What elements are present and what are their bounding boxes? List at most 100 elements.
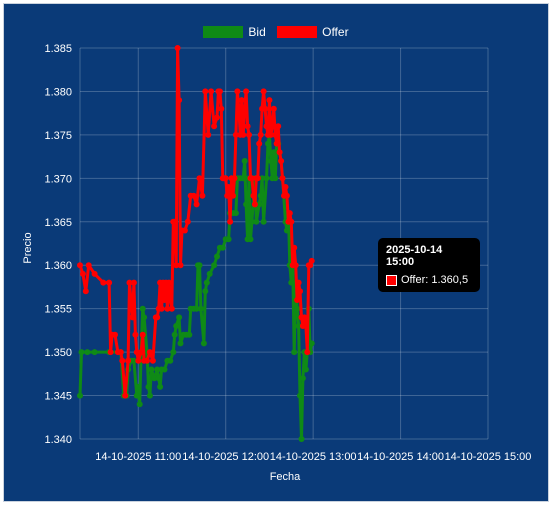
data-point-offer[interactable] [128, 297, 134, 303]
data-point-bid[interactable] [302, 366, 309, 373]
data-point-offer[interactable] [85, 262, 92, 269]
data-point-bid[interactable] [241, 158, 248, 164]
data-point-offer[interactable] [231, 175, 238, 182]
data-point-offer[interactable] [250, 192, 257, 199]
data-point-bid[interactable] [170, 349, 177, 356]
data-point-bid[interactable] [259, 175, 266, 182]
data-point-offer[interactable] [176, 97, 183, 104]
data-point-bid[interactable] [253, 218, 260, 225]
data-point-bid[interactable] [225, 236, 232, 243]
data-point-bid[interactable] [299, 375, 306, 382]
data-point-bid[interactable] [297, 392, 303, 399]
data-point-bid[interactable] [232, 210, 239, 217]
data-point-bid[interactable] [211, 262, 218, 269]
data-point-offer[interactable] [100, 279, 107, 286]
data-point-offer[interactable] [167, 297, 174, 303]
data-point-offer[interactable] [135, 357, 142, 364]
data-point-offer[interactable] [132, 331, 139, 338]
data-point-bid[interactable] [247, 236, 254, 243]
data-point-bid[interactable] [136, 401, 143, 408]
data-point-offer[interactable] [214, 114, 220, 121]
data-point-bid[interactable] [146, 392, 153, 399]
data-point-offer[interactable] [263, 123, 270, 130]
data-point-offer[interactable] [91, 270, 98, 277]
data-point-offer[interactable] [227, 218, 234, 225]
data-point-bid[interactable] [272, 175, 279, 182]
data-point-offer[interactable] [254, 175, 261, 182]
legend-item-bid[interactable]: Bid [203, 25, 266, 39]
data-point-offer[interactable] [225, 184, 232, 190]
data-point-offer[interactable] [257, 131, 264, 138]
data-point-offer[interactable] [283, 192, 290, 199]
data-point-bid[interactable] [206, 270, 213, 277]
data-point-offer[interactable] [260, 88, 267, 95]
data-point-bid[interactable] [294, 305, 301, 312]
data-point-bid[interactable] [176, 314, 183, 321]
data-point-offer[interactable] [308, 257, 315, 264]
data-point-bid[interactable] [167, 357, 174, 364]
data-point-bid[interactable] [155, 375, 162, 382]
data-point-offer[interactable] [211, 123, 218, 130]
data-point-bid[interactable] [240, 175, 247, 182]
data-point-offer[interactable] [158, 305, 165, 312]
data-point-offer[interactable] [196, 175, 203, 182]
data-point-bid[interactable] [157, 383, 164, 390]
data-point-bid[interactable] [135, 383, 142, 390]
data-point-offer[interactable] [304, 349, 311, 356]
data-point-bid[interactable] [295, 323, 302, 329]
data-point-offer[interactable] [129, 314, 136, 321]
data-point-offer[interactable] [267, 131, 274, 138]
data-point-offer[interactable] [270, 105, 277, 112]
data-point-offer[interactable] [190, 192, 197, 199]
data-point-bid[interactable] [308, 340, 315, 347]
data-point-offer[interactable] [161, 297, 168, 303]
data-point-offer[interactable] [164, 305, 171, 312]
data-point-offer[interactable] [251, 201, 258, 208]
data-point-bid[interactable] [84, 349, 91, 356]
data-point-bid[interactable] [219, 244, 226, 251]
data-point-offer[interactable] [301, 314, 308, 321]
data-point-offer[interactable] [174, 45, 181, 51]
data-point-offer[interactable] [279, 175, 286, 182]
data-point-bid[interactable] [257, 192, 264, 199]
data-point-offer[interactable] [77, 262, 83, 269]
data-point-offer[interactable] [149, 357, 156, 364]
data-point-bid[interactable] [288, 279, 295, 286]
data-point-offer[interactable] [269, 123, 276, 130]
data-point-offer[interactable] [240, 131, 247, 138]
data-point-bid[interactable] [248, 218, 255, 225]
data-point-bid[interactable] [200, 340, 207, 347]
data-point-bid[interactable] [267, 158, 274, 164]
data-point-offer[interactable] [248, 175, 255, 182]
data-point-offer[interactable] [138, 349, 145, 356]
data-point-offer[interactable] [139, 331, 146, 338]
data-point-bid[interactable] [265, 140, 271, 147]
data-point-bid[interactable] [177, 340, 184, 347]
data-point-offer[interactable] [146, 349, 153, 356]
legend-item-offer[interactable]: Offer [277, 25, 349, 39]
data-point-offer[interactable] [278, 158, 285, 164]
data-point-offer[interactable] [294, 297, 301, 303]
data-point-offer[interactable] [272, 131, 279, 138]
data-point-offer[interactable] [241, 105, 248, 112]
data-point-bid[interactable] [196, 262, 203, 269]
data-point-bid[interactable] [291, 349, 298, 356]
data-point-offer[interactable] [82, 288, 89, 295]
data-point-offer[interactable] [79, 270, 86, 277]
data-point-offer[interactable] [181, 227, 188, 234]
data-point-offer[interactable] [224, 192, 231, 199]
data-point-offer[interactable] [193, 201, 200, 208]
data-point-bid[interactable] [133, 392, 140, 399]
data-point-bid[interactable] [173, 323, 180, 329]
data-point-bid[interactable] [270, 149, 277, 156]
data-point-bid[interactable] [193, 305, 200, 312]
data-point-offer[interactable] [295, 279, 302, 286]
data-point-bid[interactable] [148, 366, 155, 373]
data-point-bid[interactable] [77, 392, 83, 399]
data-point-offer[interactable] [302, 323, 309, 329]
data-point-offer[interactable] [205, 131, 212, 138]
data-point-offer[interactable] [266, 97, 273, 104]
data-point-bid[interactable] [298, 436, 305, 442]
data-point-offer[interactable] [107, 349, 114, 356]
data-point-offer[interactable] [168, 305, 175, 312]
